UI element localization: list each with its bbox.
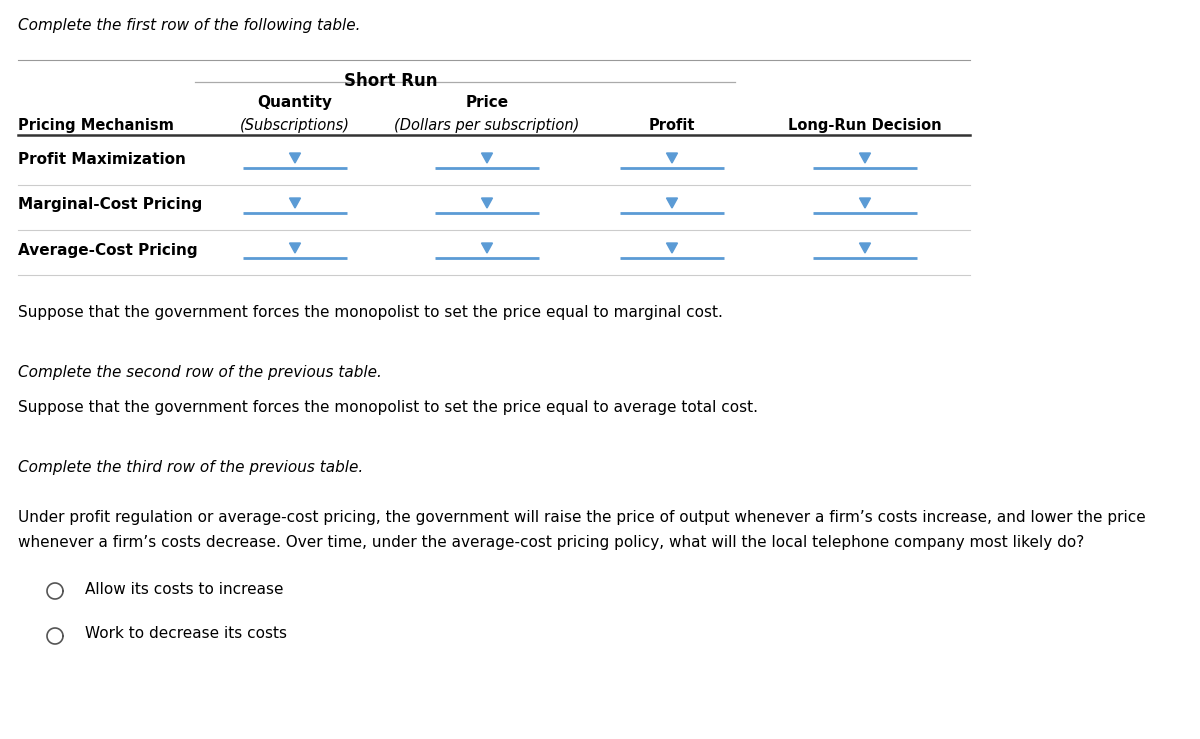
Polygon shape (481, 153, 492, 163)
Polygon shape (481, 243, 492, 253)
Text: Price: Price (466, 95, 509, 110)
Text: (Dollars per subscription): (Dollars per subscription) (395, 118, 580, 133)
Text: Average-Cost Pricing: Average-Cost Pricing (18, 242, 198, 257)
Text: Allow its costs to increase: Allow its costs to increase (85, 582, 283, 596)
Text: Short Run: Short Run (344, 72, 438, 90)
Text: Suppose that the government forces the monopolist to set the price equal to marg: Suppose that the government forces the m… (18, 305, 722, 320)
Polygon shape (859, 243, 870, 253)
Polygon shape (289, 198, 300, 208)
Polygon shape (666, 198, 678, 208)
Text: Profit: Profit (649, 118, 695, 133)
Text: Pricing Mechanism: Pricing Mechanism (18, 118, 174, 133)
Polygon shape (666, 153, 678, 163)
Polygon shape (289, 153, 300, 163)
Polygon shape (859, 198, 870, 208)
Text: Long-Run Decision: Long-Run Decision (788, 118, 942, 133)
Text: Suppose that the government forces the monopolist to set the price equal to aver: Suppose that the government forces the m… (18, 400, 758, 415)
Text: Marginal-Cost Pricing: Marginal-Cost Pricing (18, 197, 203, 213)
Polygon shape (289, 243, 300, 253)
Text: Complete the first row of the following table.: Complete the first row of the following … (18, 18, 360, 33)
Polygon shape (859, 153, 870, 163)
Polygon shape (481, 198, 492, 208)
Text: Under profit regulation or average-cost pricing, the government will raise the p: Under profit regulation or average-cost … (18, 510, 1146, 525)
Text: Quantity: Quantity (258, 95, 332, 110)
Text: Complete the second row of the previous table.: Complete the second row of the previous … (18, 365, 382, 380)
Text: (Subscriptions): (Subscriptions) (240, 118, 350, 133)
Text: Complete the third row of the previous table.: Complete the third row of the previous t… (18, 460, 364, 475)
Text: Profit Maximization: Profit Maximization (18, 152, 186, 168)
Text: Work to decrease its costs: Work to decrease its costs (85, 627, 287, 641)
Text: whenever a firm’s costs decrease. Over time, under the average-cost pricing poli: whenever a firm’s costs decrease. Over t… (18, 535, 1085, 550)
Polygon shape (666, 243, 678, 253)
